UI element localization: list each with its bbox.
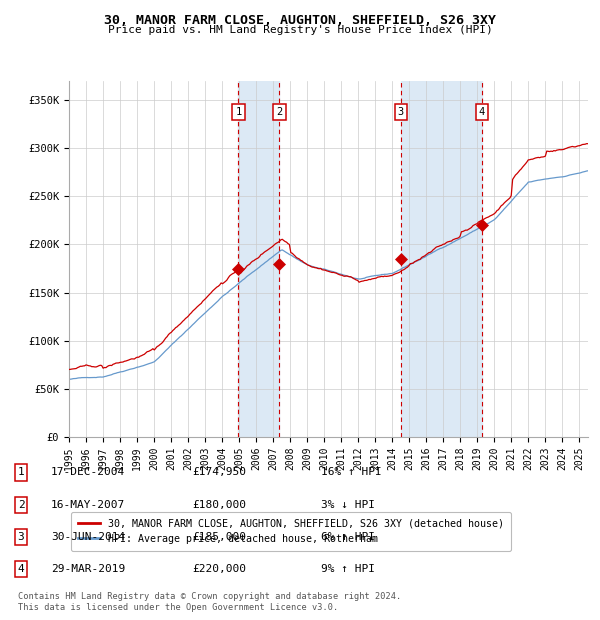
Text: £180,000: £180,000 xyxy=(192,500,246,510)
Text: 3: 3 xyxy=(398,107,404,117)
Text: Contains HM Land Registry data © Crown copyright and database right 2024.: Contains HM Land Registry data © Crown c… xyxy=(18,592,401,601)
Text: 4: 4 xyxy=(17,564,25,574)
Text: 16% ↑ HPI: 16% ↑ HPI xyxy=(321,467,382,477)
Text: 3% ↓ HPI: 3% ↓ HPI xyxy=(321,500,375,510)
Text: 1: 1 xyxy=(235,107,242,117)
Text: 30-JUN-2014: 30-JUN-2014 xyxy=(51,532,125,542)
Text: 4: 4 xyxy=(479,107,485,117)
Text: £220,000: £220,000 xyxy=(192,564,246,574)
Bar xyxy=(238,81,280,437)
Legend: 30, MANOR FARM CLOSE, AUGHTON, SHEFFIELD, S26 3XY (detached house), HPI: Average: 30, MANOR FARM CLOSE, AUGHTON, SHEFFIELD… xyxy=(71,512,511,551)
Text: This data is licensed under the Open Government Licence v3.0.: This data is licensed under the Open Gov… xyxy=(18,603,338,612)
Text: 1: 1 xyxy=(17,467,25,477)
Text: 3: 3 xyxy=(17,532,25,542)
Text: 29-MAR-2019: 29-MAR-2019 xyxy=(51,564,125,574)
Text: Price paid vs. HM Land Registry's House Price Index (HPI): Price paid vs. HM Land Registry's House … xyxy=(107,25,493,35)
Text: £185,000: £185,000 xyxy=(192,532,246,542)
Text: 2: 2 xyxy=(17,500,25,510)
Text: £174,950: £174,950 xyxy=(192,467,246,477)
Text: 30, MANOR FARM CLOSE, AUGHTON, SHEFFIELD, S26 3XY: 30, MANOR FARM CLOSE, AUGHTON, SHEFFIELD… xyxy=(104,14,496,27)
Bar xyxy=(401,81,482,437)
Text: 17-DEC-2004: 17-DEC-2004 xyxy=(51,467,125,477)
Text: 6% ↑ HPI: 6% ↑ HPI xyxy=(321,532,375,542)
Text: 9% ↑ HPI: 9% ↑ HPI xyxy=(321,564,375,574)
Text: 16-MAY-2007: 16-MAY-2007 xyxy=(51,500,125,510)
Text: 2: 2 xyxy=(277,107,283,117)
